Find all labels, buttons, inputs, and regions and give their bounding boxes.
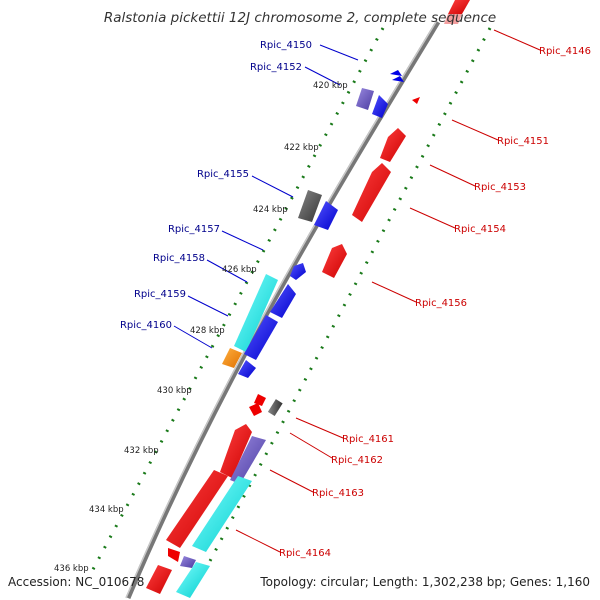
- cds-rpic-4156[interactable]: [322, 244, 347, 278]
- cds-rpic-4152[interactable]: [356, 88, 374, 110]
- gene-label-rpic-4161[interactable]: Rpic_4161: [342, 434, 394, 445]
- cds-rpic-4161[interactable]: [249, 403, 262, 416]
- gene-label-rpic-4162[interactable]: Rpic_4162: [331, 455, 383, 466]
- cds-rpic-4164[interactable]: [166, 470, 228, 548]
- map-title: Ralstonia pickettii 12J chromosome 2, co…: [104, 10, 496, 26]
- cds-rpic-4150-b[interactable]: [392, 76, 404, 82]
- reverse-leader-lines: [235, 29, 541, 553]
- tick-label: 428 kbp: [190, 326, 225, 336]
- gene-label-rpic-4164[interactable]: Rpic_4164: [279, 548, 331, 559]
- gene-label-rpic-4154[interactable]: Rpic_4154: [454, 224, 506, 235]
- gene-label-rpic-4153[interactable]: Rpic_4153: [474, 182, 526, 193]
- reverse-gene-labels: Rpic_4146 Rpic_4151 Rpic_4153 Rpic_4154 …: [279, 46, 591, 559]
- cds-rpic-4163[interactable]: [220, 424, 252, 478]
- cds-purple-reverse[interactable]: [230, 436, 266, 484]
- cds-blue-4155[interactable]: [314, 201, 338, 230]
- cds-blue-4160[interactable]: [238, 360, 256, 378]
- cds-purple-bottom[interactable]: [180, 556, 196, 568]
- cds-rpic-4153[interactable]: [380, 128, 406, 162]
- forward-leader-lines: [173, 44, 359, 349]
- tick-label: 432 kbp: [124, 446, 159, 456]
- tick-label: 420 kbp: [313, 81, 348, 91]
- cds-cyan-reverse[interactable]: [192, 476, 252, 552]
- tick-label: 434 kbp: [89, 505, 124, 515]
- forward-cds-track: [222, 70, 404, 378]
- topology-summary: Topology: circular; Length: 1,302,238 bp…: [259, 575, 590, 589]
- tick-label: 430 kbp: [157, 386, 192, 396]
- cds-cyan-bottom[interactable]: [176, 562, 210, 598]
- cds-rpic-4146-tail: [444, 14, 462, 24]
- backbone: [125, 20, 441, 599]
- cds-blue-long[interactable]: [244, 315, 278, 360]
- cds-blue-4152[interactable]: [372, 95, 388, 118]
- cds-small-red-1[interactable]: [254, 394, 266, 406]
- cds-small-red-2[interactable]: [168, 548, 180, 562]
- ruler-labels: 420 kbp 422 kbp 424 kbp 426 kbp 428 kbp …: [54, 81, 348, 574]
- cds-rpic-4158[interactable]: [270, 284, 296, 318]
- backbone-highlight: [125, 21, 437, 599]
- forward-tick-track: [88, 27, 385, 576]
- cds-rpic-4154[interactable]: [352, 163, 391, 222]
- forward-gene-labels: Rpic_4150 Rpic_4152 Rpic_4155 Rpic_4157 …: [120, 40, 312, 331]
- tick-label: 424 kbp: [253, 205, 288, 215]
- gene-label-rpic-4158[interactable]: Rpic_4158: [153, 253, 205, 264]
- cds-rpic-4162[interactable]: [267, 399, 283, 417]
- tick-label: 426 kbp: [222, 265, 257, 275]
- reverse-cds-track: [146, 0, 470, 598]
- gene-label-rpic-4151[interactable]: Rpic_4151: [497, 136, 549, 147]
- gene-label-rpic-4146[interactable]: Rpic_4146: [539, 46, 591, 57]
- accession-label: Accession: NC_010678: [8, 575, 144, 589]
- gene-label-rpic-4159[interactable]: Rpic_4159: [134, 289, 186, 300]
- gene-label-rpic-4163[interactable]: Rpic_4163: [312, 488, 364, 499]
- cds-rpic-4155[interactable]: [298, 190, 322, 222]
- cds-red-bottom[interactable]: [146, 565, 172, 594]
- gene-label-rpic-4155[interactable]: Rpic_4155: [197, 169, 249, 180]
- gene-label-rpic-4150[interactable]: Rpic_4150: [260, 40, 312, 51]
- cds-rpic-4160[interactable]: [222, 348, 242, 368]
- cds-rpic-4159[interactable]: [234, 274, 278, 352]
- tick-label: 436 kbp: [54, 564, 89, 574]
- gene-label-rpic-4156[interactable]: Rpic_4156: [415, 298, 467, 309]
- gene-label-rpic-4160[interactable]: Rpic_4160: [120, 320, 172, 331]
- cds-rpic-4151[interactable]: [412, 97, 420, 104]
- tick-label: 422 kbp: [284, 143, 319, 153]
- cds-rpic-4150-a[interactable]: [390, 70, 402, 76]
- cds-rpic-4157[interactable]: [290, 263, 306, 280]
- cds-rpic-4146[interactable]: [448, 0, 470, 14]
- gene-label-rpic-4157[interactable]: Rpic_4157: [168, 224, 220, 235]
- gene-label-rpic-4152[interactable]: Rpic_4152: [250, 62, 302, 73]
